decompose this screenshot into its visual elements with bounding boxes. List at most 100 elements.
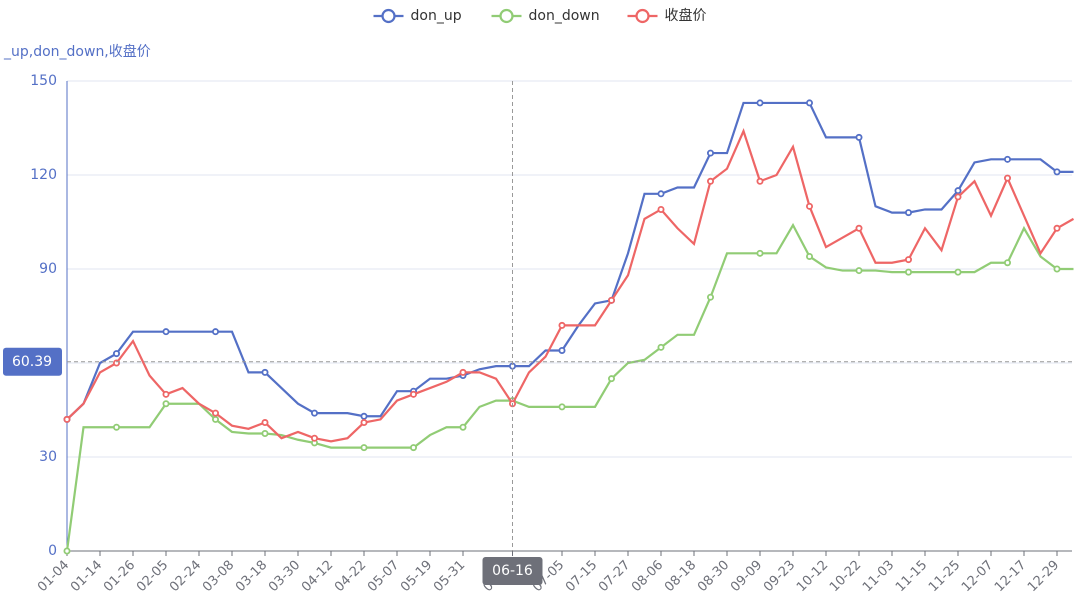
x-tick-label: 03-18: [233, 558, 270, 595]
point: [806, 202, 814, 210]
y-tick-label: 150: [30, 73, 57, 89]
point: [558, 346, 566, 354]
series-line: [66, 101, 1074, 421]
x-tick-label: 10-22: [827, 558, 864, 595]
x-tick-label: 05-19: [398, 558, 435, 595]
point: [409, 444, 417, 452]
point: [211, 415, 219, 423]
x-tick-label: 04-12: [299, 558, 336, 595]
legend-item: 收盘价: [627, 7, 707, 24]
legend-label: don_up: [411, 8, 462, 24]
x-tick-label: 10-12: [794, 558, 831, 595]
legend-item: don_up: [373, 8, 462, 24]
series-line: [66, 128, 1075, 443]
legend-icon: [499, 8, 514, 24]
x-tick-label: 08-06: [629, 558, 666, 595]
point: [756, 99, 764, 107]
x-tick-label: 04-22: [332, 558, 369, 595]
x-tick-label: 02-05: [134, 558, 171, 595]
y-axis-title: _up,don_down,收盘价: [3, 43, 151, 60]
legend: don_up don_down 收盘价: [373, 7, 707, 24]
point: [608, 375, 616, 383]
x-tick-label: 03-30: [266, 558, 303, 595]
x-tick-label: 01-04: [35, 558, 72, 595]
point: [63, 547, 71, 555]
point: [1053, 265, 1061, 273]
x-tick-label: 11-03: [860, 558, 897, 595]
point: [707, 293, 715, 301]
point: [657, 343, 665, 351]
x-tick-label: 05-07: [365, 558, 402, 595]
point: [1004, 174, 1012, 182]
point: [261, 368, 269, 376]
x-tick-label: 03-08: [200, 558, 237, 595]
point: [855, 267, 863, 275]
x-tick-label: 02-24: [167, 558, 204, 595]
point: [756, 177, 764, 185]
point: [558, 321, 566, 329]
point: [459, 423, 467, 431]
pointer-label-box: [3, 347, 62, 376]
legend-item: don_down: [491, 8, 600, 24]
point: [905, 268, 913, 276]
point: [162, 400, 170, 408]
point: [657, 205, 665, 213]
point: [1004, 155, 1012, 163]
point: [806, 99, 814, 107]
x-tick-label: 01-14: [68, 558, 105, 595]
x-tick-label: 12-29: [1025, 558, 1062, 595]
point: [310, 409, 318, 417]
x-tick-label: 12-07: [959, 558, 996, 595]
point: [756, 249, 764, 257]
y-tick-label: 30: [39, 449, 57, 465]
x-tick-label: 11-25: [926, 558, 963, 595]
point: [1004, 259, 1012, 267]
point: [905, 256, 913, 264]
point: [1053, 224, 1061, 232]
point: [261, 419, 269, 427]
point: [113, 350, 121, 358]
point: [855, 133, 863, 141]
x-tick-label: 11-15: [893, 558, 930, 595]
point: [806, 252, 814, 260]
point: [855, 224, 863, 232]
x-tick-label: 12-17: [992, 558, 1029, 595]
point: [905, 209, 913, 217]
point: [608, 296, 616, 304]
point: [211, 409, 219, 417]
point: [954, 187, 962, 195]
point: [459, 368, 467, 376]
point: [360, 444, 368, 452]
y-tick-label: 120: [30, 167, 57, 183]
point: [657, 190, 665, 198]
pointer-label: 06-16: [492, 563, 533, 579]
point: [162, 390, 170, 398]
pointer-label-box: [482, 557, 543, 585]
legend-icon: [381, 8, 396, 24]
point: [1053, 168, 1061, 176]
x-tick-label: 09-23: [761, 558, 798, 595]
point: [409, 390, 417, 398]
x-tick-label: 05-31: [431, 558, 468, 595]
point: [360, 412, 368, 420]
point: [558, 403, 566, 411]
point: [707, 177, 715, 185]
point: [113, 359, 121, 367]
legend-icon: [635, 8, 650, 24]
point: [162, 328, 170, 336]
x-tick-label: 08-30: [695, 558, 732, 595]
legend-label: 收盘价: [665, 7, 707, 24]
point: [954, 193, 962, 201]
x-tick-label: 08-18: [662, 558, 699, 595]
series-line: [65, 222, 1074, 552]
pointer-label: 60.39: [12, 354, 52, 370]
point: [954, 268, 962, 276]
x-tick-label: 07-27: [596, 558, 633, 595]
point: [360, 419, 368, 427]
point: [211, 328, 219, 336]
point: [63, 415, 71, 423]
point: [707, 149, 715, 157]
y-tick-label: 90: [39, 261, 57, 277]
point: [261, 429, 269, 437]
